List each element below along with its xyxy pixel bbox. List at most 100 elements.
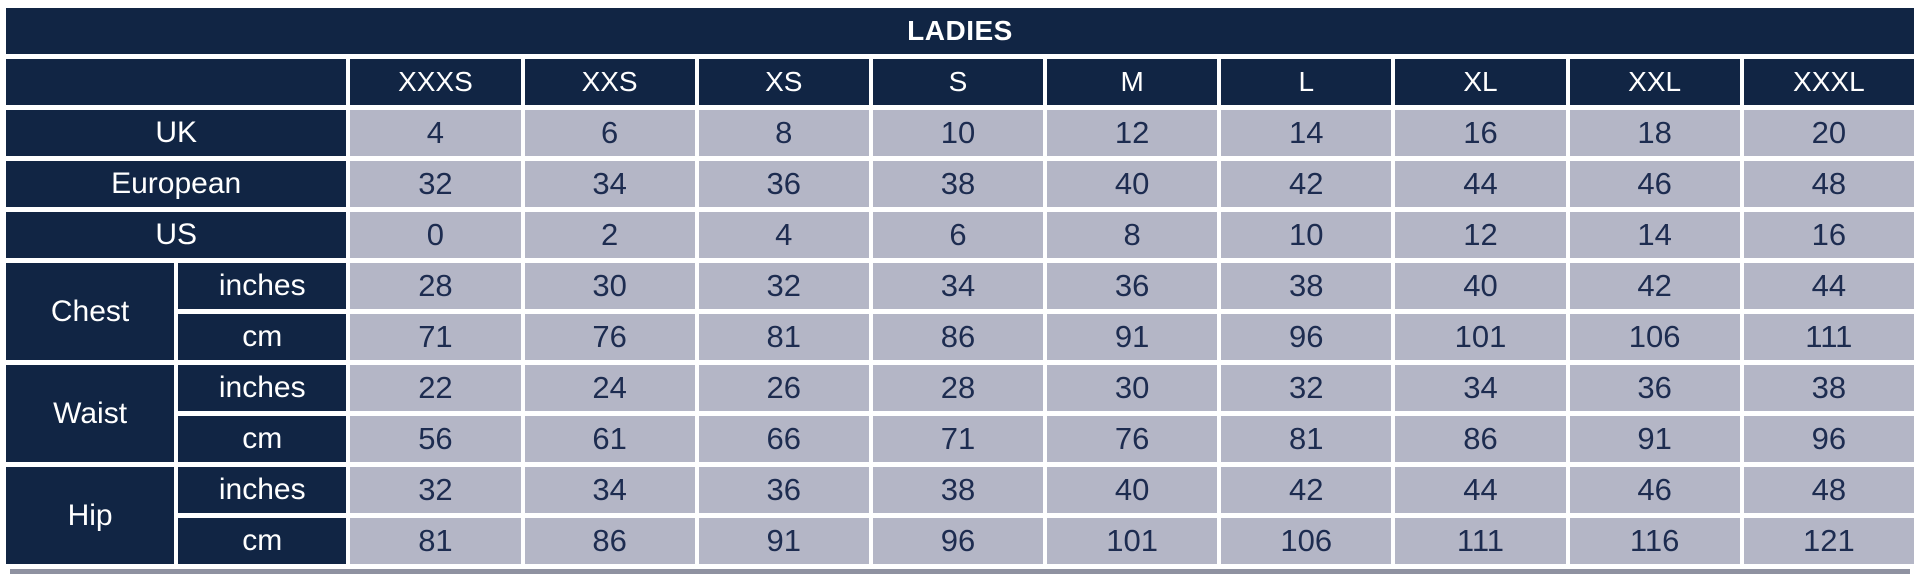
value-cell: 101: [1395, 314, 1566, 360]
unit-label-cm: cm: [178, 518, 347, 564]
row-label-waist: Waist: [6, 365, 175, 462]
table-row-hip-cm: cm 81 86 91 96 101 106 111 116 121: [6, 518, 1914, 564]
table-row-chest-inches: Chest inches 28 30 32 34 36 38 40 42 44: [6, 263, 1914, 360]
value-cell: 48: [1743, 161, 1914, 207]
value-cell: 106: [1569, 314, 1740, 360]
value-cell: 76: [524, 314, 695, 360]
value-cell: 36: [698, 161, 869, 207]
value-cell: 32: [698, 263, 869, 309]
value-cell: 0: [350, 212, 521, 258]
value-cell: 6: [524, 110, 695, 156]
unit-label-inches: inches: [178, 467, 347, 513]
value-cell: 4: [350, 110, 521, 156]
size-header-xxxs: XXXS: [350, 59, 521, 105]
ladies-size-chart: LADIES XXXS XXS XS S M L XL XXL XXXL UK …: [2, 3, 1918, 569]
value-cell: 44: [1395, 467, 1566, 513]
value-cell: 86: [1395, 416, 1566, 462]
value-cell: 34: [524, 467, 695, 513]
value-cell: 26: [698, 365, 869, 411]
value-cell: 4: [698, 212, 869, 258]
value-cell: 14: [1221, 110, 1392, 156]
value-cell: 36: [698, 467, 869, 513]
value-cell: 48: [1743, 467, 1914, 513]
row-label-uk: UK: [6, 110, 347, 156]
value-cell: 30: [524, 263, 695, 309]
value-cell: 12: [1395, 212, 1566, 258]
value-cell: 40: [1395, 263, 1566, 309]
value-cell: 44: [1743, 263, 1914, 309]
value-cell: 10: [872, 110, 1044, 156]
value-cell: 81: [1221, 416, 1392, 462]
corner-cell: [6, 59, 347, 105]
size-header-xxl: XXL: [1569, 59, 1740, 105]
table-row-us: US 0 2 4 6 8 10 12 14 16: [6, 212, 1914, 258]
value-cell: 42: [1221, 467, 1392, 513]
value-cell: 121: [1743, 518, 1914, 564]
size-header-xxxl: XXXL: [1743, 59, 1914, 105]
value-cell: 6: [872, 212, 1044, 258]
size-header-s: S: [872, 59, 1044, 105]
value-cell: 91: [1569, 416, 1740, 462]
value-cell: 81: [698, 314, 869, 360]
value-cell: 44: [1395, 161, 1566, 207]
value-cell: 101: [1047, 518, 1218, 564]
value-cell: 36: [1569, 365, 1740, 411]
value-cell: 111: [1743, 314, 1914, 360]
table-title: LADIES: [6, 8, 1914, 54]
size-header-xs: XS: [698, 59, 869, 105]
size-header-m: M: [1047, 59, 1218, 105]
value-cell: 16: [1743, 212, 1914, 258]
value-cell: 22: [350, 365, 521, 411]
row-label-chest: Chest: [6, 263, 175, 360]
value-cell: 28: [350, 263, 521, 309]
value-cell: 96: [872, 518, 1044, 564]
value-cell: 56: [350, 416, 521, 462]
value-cell: 32: [350, 161, 521, 207]
size-header-xxs: XXS: [524, 59, 695, 105]
table-row-waist-inches: Waist inches 22 24 26 28 30 32 34 36 38: [6, 365, 1914, 462]
value-cell: 116: [1569, 518, 1740, 564]
table-row-waist-cm: cm 56 61 66 71 76 81 86 91 96: [6, 416, 1914, 462]
value-cell: 34: [1395, 365, 1566, 411]
value-cell: 34: [524, 161, 695, 207]
row-label-hip: Hip: [6, 467, 175, 564]
row-label-us: US: [6, 212, 347, 258]
value-cell: 12: [1047, 110, 1218, 156]
value-cell: 42: [1221, 161, 1392, 207]
table-row-european: European 32 34 36 38 40 42 44 46 48: [6, 161, 1914, 207]
value-cell: 91: [1047, 314, 1218, 360]
value-cell: 18: [1569, 110, 1740, 156]
value-cell: 111: [1395, 518, 1566, 564]
value-cell: 40: [1047, 467, 1218, 513]
unit-label-inches: inches: [178, 263, 347, 309]
value-cell: 28: [872, 365, 1044, 411]
value-cell: 10: [1221, 212, 1392, 258]
value-cell: 14: [1569, 212, 1740, 258]
size-header-xl: XL: [1395, 59, 1566, 105]
value-cell: 42: [1569, 263, 1740, 309]
value-cell: 86: [872, 314, 1044, 360]
value-cell: 66: [698, 416, 869, 462]
unit-label-cm: cm: [178, 416, 347, 462]
value-cell: 96: [1221, 314, 1392, 360]
value-cell: 76: [1047, 416, 1218, 462]
value-cell: 36: [1047, 263, 1218, 309]
value-cell: 40: [1047, 161, 1218, 207]
value-cell: 38: [1221, 263, 1392, 309]
value-cell: 32: [1221, 365, 1392, 411]
value-cell: 8: [1047, 212, 1218, 258]
row-label-european: European: [6, 161, 347, 207]
size-header-row: XXXS XXS XS S M L XL XXL XXXL: [6, 59, 1914, 105]
value-cell: 38: [1743, 365, 1914, 411]
value-cell: 24: [524, 365, 695, 411]
value-cell: 32: [350, 467, 521, 513]
title-row: LADIES: [6, 8, 1914, 54]
table-row-chest-cm: cm 71 76 81 86 91 96 101 106 111: [6, 314, 1914, 360]
table-row-hip-inches: Hip inches 32 34 36 38 40 42 44 46 48: [6, 467, 1914, 564]
value-cell: 8: [698, 110, 869, 156]
value-cell: 71: [872, 416, 1044, 462]
value-cell: 61: [524, 416, 695, 462]
value-cell: 16: [1395, 110, 1566, 156]
value-cell: 46: [1569, 161, 1740, 207]
value-cell: 106: [1221, 518, 1392, 564]
